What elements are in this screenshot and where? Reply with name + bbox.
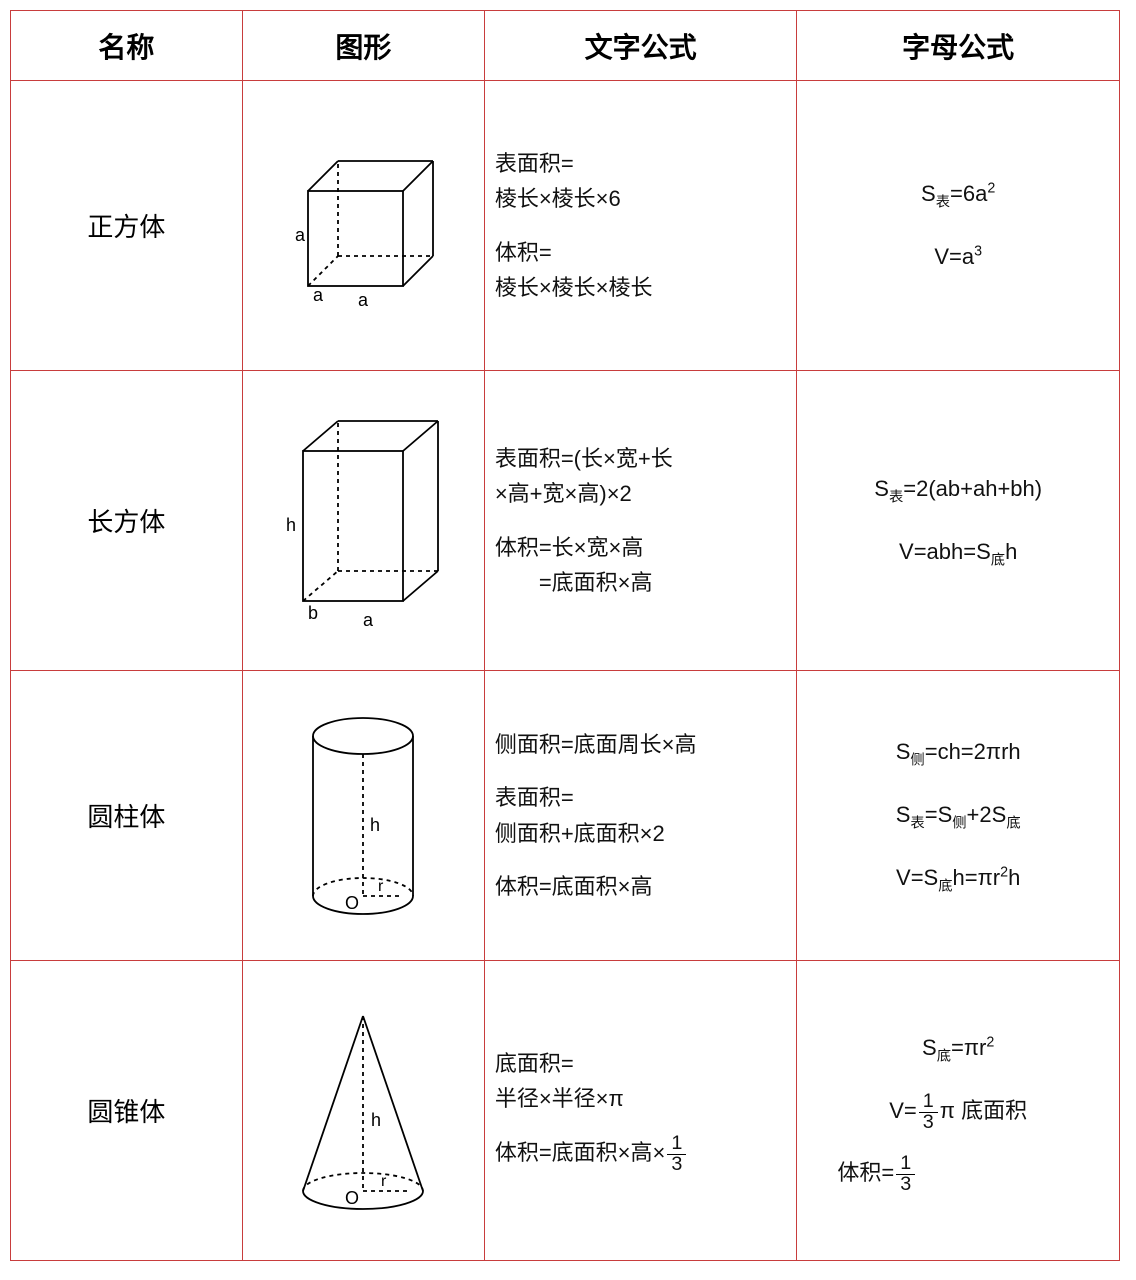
- rect-prism-icon: h b a: [268, 406, 458, 636]
- shape-diagram-rect-prism: h b a: [242, 371, 484, 671]
- text-line: 棱长×棱长×棱长: [495, 270, 787, 305]
- table-row: 正方体 a a a 表面积=: [11, 81, 1120, 371]
- cube-icon: a a a: [273, 141, 453, 311]
- col-text-formula: 文字公式: [484, 11, 797, 81]
- col-shape: 图形: [242, 11, 484, 81]
- label-O: O: [345, 893, 359, 913]
- text-line: 体积=底面积×高: [495, 869, 787, 904]
- label-h: h: [370, 815, 380, 835]
- text-formula: 表面积=(长×宽+长 ×高+宽×高)×2 体积=长×宽×高 =底面积×高: [484, 371, 797, 671]
- label-b: b: [308, 603, 318, 623]
- shape-diagram-cube: a a a: [242, 81, 484, 371]
- text-formula: 底面积= 半径×半径×π 体积=底面积×高×13: [484, 961, 797, 1261]
- label-a1: a: [295, 225, 306, 245]
- table-row: 长方体 h b a 表面积=(: [11, 371, 1120, 671]
- shape-diagram-cylinder: h O r: [242, 671, 484, 961]
- letter-formula: S侧=ch=2πrh S表=S侧+2S底 V=S底h=πr2h: [797, 671, 1120, 961]
- text-line: 表面积=: [495, 780, 787, 815]
- letter-formula: S表=6a2 V=a3: [797, 81, 1120, 371]
- text-line: ×高+宽×高)×2: [495, 476, 787, 511]
- shape-name: 长方体: [11, 371, 243, 671]
- text-formula: 表面积= 棱长×棱长×6 体积= 棱长×棱长×棱长: [484, 81, 797, 371]
- text-line: 侧面积+底面积×2: [495, 816, 787, 851]
- shape-name: 圆锥体: [11, 961, 243, 1261]
- label-h: h: [286, 515, 296, 535]
- text-line: 体积=长×宽×高: [495, 530, 787, 565]
- label-r: r: [378, 878, 384, 895]
- text-line: =底面积×高: [495, 565, 787, 600]
- text-line: 表面积=(长×宽+长: [495, 441, 787, 476]
- table-row: 圆柱体 h O r 侧面积=底面周长×高 表面积=: [11, 671, 1120, 961]
- text-line: 体积=: [495, 235, 787, 270]
- letter-formula: S底=πr2 V=13π 底面积 体积=13: [797, 961, 1120, 1261]
- text-line: 侧面积=底面周长×高: [495, 727, 787, 762]
- cylinder-icon: h O r: [278, 701, 448, 931]
- label-h: h: [371, 1110, 381, 1130]
- text-line: 表面积=: [495, 146, 787, 181]
- header-row: 名称 图形 文字公式 字母公式: [11, 11, 1120, 81]
- cone-icon: h O r: [273, 996, 453, 1226]
- col-letter-formula: 字母公式: [797, 11, 1120, 81]
- shape-name: 圆柱体: [11, 671, 243, 961]
- text-line: 半径×半径×π: [495, 1081, 787, 1116]
- text-line: 底面积=: [495, 1046, 787, 1081]
- letter-formula: S表=2(ab+ah+bh) V=abh=S底h: [797, 371, 1120, 671]
- shape-name: 正方体: [11, 81, 243, 371]
- label-a3: a: [358, 290, 369, 310]
- label-a2: a: [313, 285, 324, 305]
- table-row: 圆锥体 h O r 底面积= 半径×半径×π: [11, 961, 1120, 1261]
- shape-diagram-cone: h O r: [242, 961, 484, 1261]
- text-formula: 侧面积=底面周长×高 表面积= 侧面积+底面积×2 体积=底面积×高: [484, 671, 797, 961]
- label-a: a: [363, 610, 374, 630]
- label-O: O: [345, 1188, 359, 1208]
- text-line: 棱长×棱长×6: [495, 181, 787, 216]
- formula-table: 名称 图形 文字公式 字母公式 正方体 a: [10, 10, 1120, 1261]
- label-r: r: [381, 1173, 387, 1190]
- col-name: 名称: [11, 11, 243, 81]
